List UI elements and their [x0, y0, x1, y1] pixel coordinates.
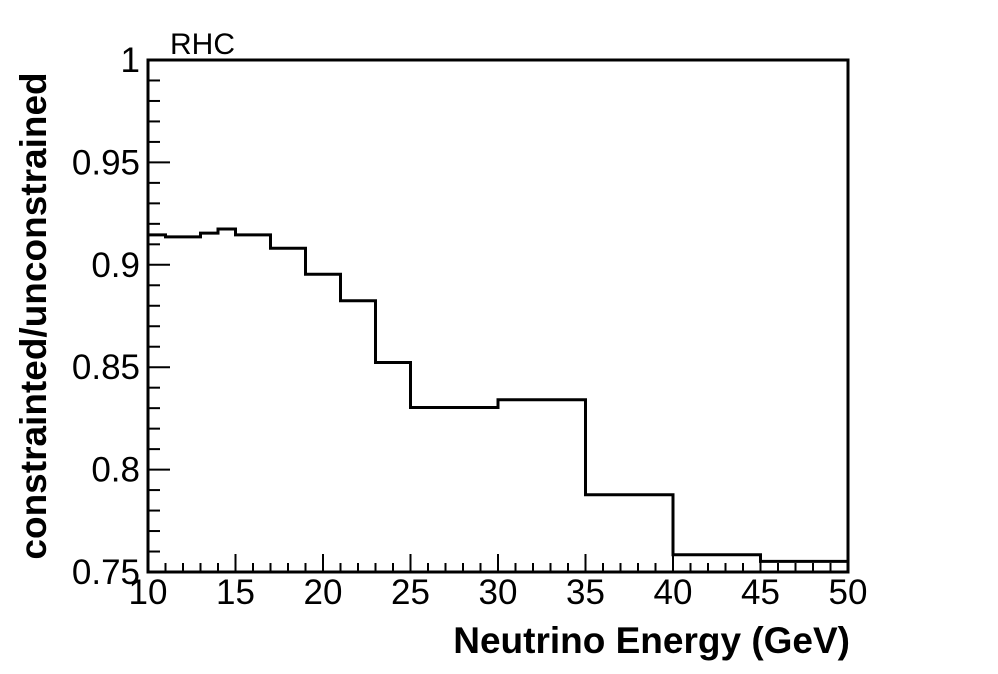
- tick-label: 35: [566, 573, 605, 612]
- tick-label: 30: [479, 573, 518, 612]
- tick-label: 20: [304, 573, 343, 612]
- tick-label: 0.8: [91, 451, 140, 490]
- tick-label: 50: [829, 573, 868, 612]
- x-axis-tick-labels: 10 15 20 25 30 35 40 45 50: [129, 573, 868, 612]
- y-axis-title: constrainted/unconstrained: [13, 72, 54, 559]
- y-axis-tick-labels: 0.75 0.8 0.85 0.9 0.95 1: [72, 41, 140, 592]
- tick-label: 45: [741, 573, 780, 612]
- tick-label: 0.9: [91, 246, 140, 285]
- y-axis-ticks: [148, 59, 170, 573]
- tick-label: 40: [654, 573, 693, 612]
- plot-frame: [146, 58, 850, 574]
- plot-title: RHC: [170, 28, 235, 61]
- tick-label: 15: [216, 573, 255, 612]
- tick-label: 1: [121, 41, 140, 80]
- tick-label: 0.75: [72, 553, 140, 592]
- x-axis-ticks: [147, 554, 849, 572]
- x-axis-title: Neutrino Energy (GeV): [453, 620, 850, 661]
- tick-label: 10: [129, 573, 168, 612]
- tick-label: 0.85: [72, 348, 140, 387]
- tick-label: 0.95: [72, 143, 140, 182]
- tick-label: 25: [391, 573, 430, 612]
- histogram-step-line: [148, 227, 848, 563]
